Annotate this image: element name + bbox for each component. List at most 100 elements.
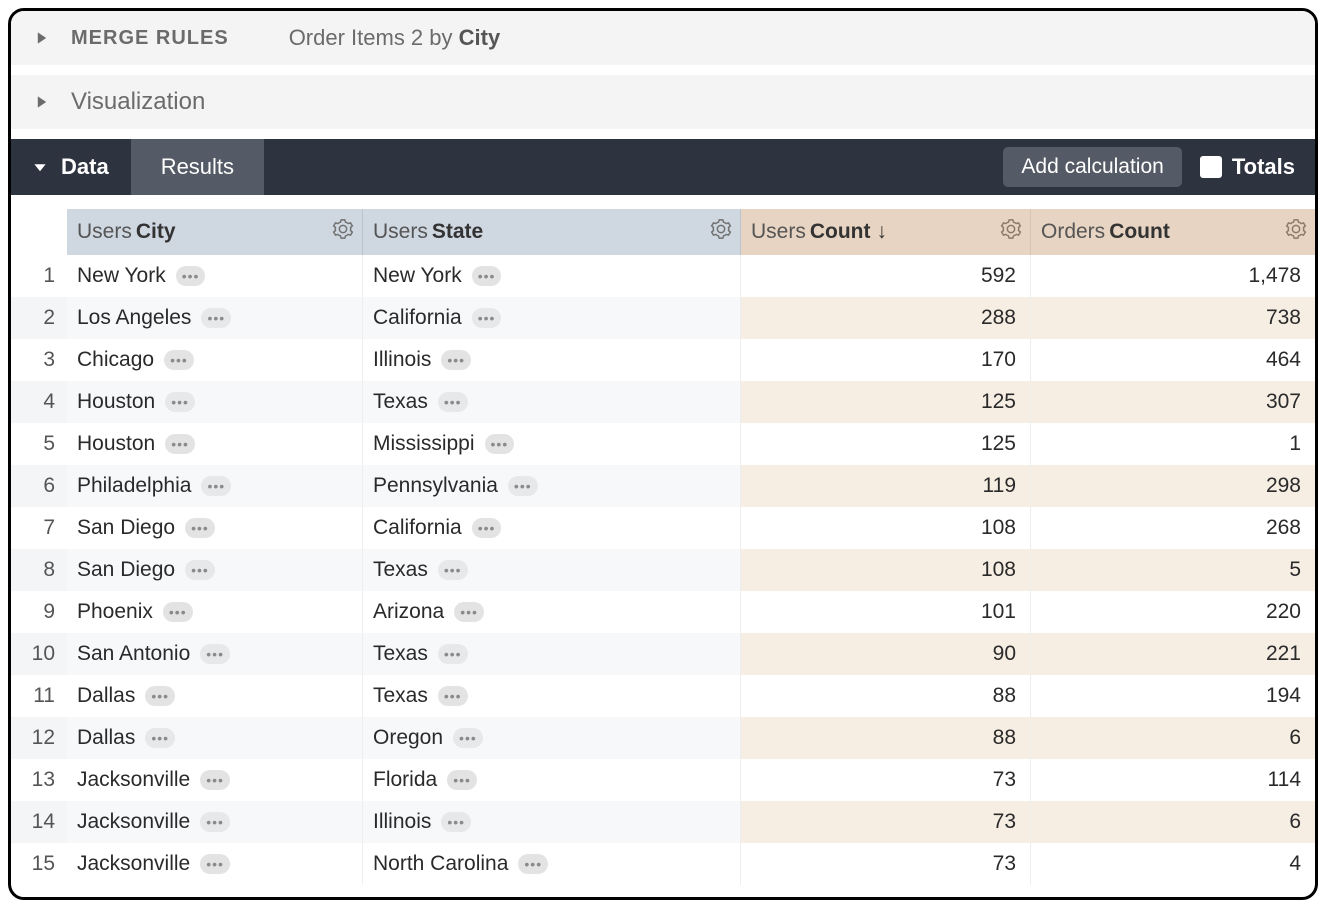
ellipsis-icon[interactable]: ••• [201,476,231,496]
cell-users-state[interactable]: Arizona••• [363,591,741,633]
ellipsis-icon[interactable]: ••• [165,434,195,454]
column-header-users-state[interactable]: Users State [363,209,741,255]
cell-users-count[interactable]: 125 [741,423,1031,465]
data-toggle[interactable]: Data [11,139,131,195]
gear-icon[interactable] [710,218,732,246]
ellipsis-icon[interactable]: ••• [165,392,195,412]
ellipsis-icon[interactable]: ••• [200,770,230,790]
cell-users-count[interactable]: 288 [741,297,1031,339]
ellipsis-icon[interactable]: ••• [145,686,175,706]
cell-users-city[interactable]: New York••• [67,255,363,297]
ellipsis-icon[interactable]: ••• [438,392,468,412]
ellipsis-icon[interactable]: ••• [472,308,502,328]
cell-users-state[interactable]: Oregon••• [363,717,741,759]
ellipsis-icon[interactable]: ••• [518,854,548,874]
cell-users-state[interactable]: California••• [363,297,741,339]
cell-orders-count[interactable]: 5 [1031,549,1315,591]
cell-users-count[interactable]: 88 [741,717,1031,759]
cell-users-city[interactable]: San Diego••• [67,507,363,549]
cell-users-count[interactable]: 170 [741,339,1031,381]
cell-users-count[interactable]: 125 [741,381,1031,423]
ellipsis-icon[interactable]: ••• [508,476,538,496]
ellipsis-icon[interactable]: ••• [438,686,468,706]
chevron-right-icon[interactable] [31,95,53,109]
cell-orders-count[interactable]: 6 [1031,717,1315,759]
tab-results[interactable]: Results [131,139,264,195]
merge-rules-section[interactable]: Merge Rules Order Items 2 by City [11,11,1315,65]
ellipsis-icon[interactable]: ••• [145,728,175,748]
cell-users-count[interactable]: 73 [741,843,1031,885]
column-header-orders-count[interactable]: Orders Count [1031,209,1315,255]
cell-orders-count[interactable]: 298 [1031,465,1315,507]
ellipsis-icon[interactable]: ••• [201,308,231,328]
cell-users-count[interactable]: 108 [741,549,1031,591]
cell-orders-count[interactable]: 268 [1031,507,1315,549]
gear-icon[interactable] [1285,218,1307,246]
cell-users-city[interactable]: Jacksonville••• [67,843,363,885]
cell-orders-count[interactable]: 220 [1031,591,1315,633]
ellipsis-icon[interactable]: ••• [453,728,483,748]
cell-users-count[interactable]: 101 [741,591,1031,633]
cell-users-count[interactable]: 592 [741,255,1031,297]
cell-orders-count[interactable]: 6 [1031,801,1315,843]
cell-users-state[interactable]: Mississippi••• [363,423,741,465]
ellipsis-icon[interactable]: ••• [441,350,471,370]
ellipsis-icon[interactable]: ••• [200,854,230,874]
cell-users-city[interactable]: Houston••• [67,423,363,465]
cell-users-state[interactable]: Florida••• [363,759,741,801]
cell-users-state[interactable]: Illinois••• [363,339,741,381]
ellipsis-icon[interactable]: ••• [447,770,477,790]
cell-orders-count[interactable]: 1 [1031,423,1315,465]
cell-users-city[interactable]: San Diego••• [67,549,363,591]
totals-toggle[interactable]: Totals [1200,154,1315,180]
cell-orders-count[interactable]: 1,478 [1031,255,1315,297]
ellipsis-icon[interactable]: ••• [438,560,468,580]
ellipsis-icon[interactable]: ••• [185,518,215,538]
cell-orders-count[interactable]: 114 [1031,759,1315,801]
cell-orders-count[interactable]: 738 [1031,297,1315,339]
ellipsis-icon[interactable]: ••• [472,518,502,538]
column-header-users-count[interactable]: Users Count ↓ [741,209,1031,255]
cell-users-state[interactable]: Texas••• [363,381,741,423]
ellipsis-icon[interactable]: ••• [454,602,484,622]
cell-users-count[interactable]: 119 [741,465,1031,507]
column-header-users-city[interactable]: Users City [67,209,363,255]
cell-users-city[interactable]: Dallas••• [67,717,363,759]
ellipsis-icon[interactable]: ••• [438,644,468,664]
ellipsis-icon[interactable]: ••• [200,812,230,832]
cell-users-count[interactable]: 90 [741,633,1031,675]
ellipsis-icon[interactable]: ••• [176,266,206,286]
ellipsis-icon[interactable]: ••• [164,350,194,370]
cell-users-city[interactable]: Jacksonville••• [67,801,363,843]
ellipsis-icon[interactable]: ••• [163,602,193,622]
cell-users-city[interactable]: Phoenix••• [67,591,363,633]
cell-users-city[interactable]: Jacksonville••• [67,759,363,801]
cell-users-city[interactable]: Los Angeles••• [67,297,363,339]
cell-users-city[interactable]: Philadelphia••• [67,465,363,507]
cell-orders-count[interactable]: 4 [1031,843,1315,885]
ellipsis-icon[interactable]: ••• [185,560,215,580]
ellipsis-icon[interactable]: ••• [441,812,471,832]
cell-users-state[interactable]: California••• [363,507,741,549]
cell-users-count[interactable]: 88 [741,675,1031,717]
cell-users-state[interactable]: North Carolina••• [363,843,741,885]
cell-users-city[interactable]: Dallas••• [67,675,363,717]
cell-orders-count[interactable]: 307 [1031,381,1315,423]
cell-users-count[interactable]: 108 [741,507,1031,549]
cell-users-state[interactable]: Texas••• [363,549,741,591]
cell-users-state[interactable]: New York••• [363,255,741,297]
ellipsis-icon[interactable]: ••• [200,644,230,664]
chevron-right-icon[interactable] [31,31,53,45]
cell-orders-count[interactable]: 194 [1031,675,1315,717]
cell-users-count[interactable]: 73 [741,759,1031,801]
cell-users-city[interactable]: San Antonio••• [67,633,363,675]
cell-users-count[interactable]: 73 [741,801,1031,843]
add-calculation-button[interactable]: Add calculation [1003,147,1181,187]
cell-users-city[interactable]: Houston••• [67,381,363,423]
cell-users-city[interactable]: Chicago••• [67,339,363,381]
cell-users-state[interactable]: Texas••• [363,633,741,675]
cell-users-state[interactable]: Illinois••• [363,801,741,843]
visualization-section[interactable]: Visualization [11,75,1315,129]
cell-orders-count[interactable]: 221 [1031,633,1315,675]
gear-icon[interactable] [1000,218,1022,246]
